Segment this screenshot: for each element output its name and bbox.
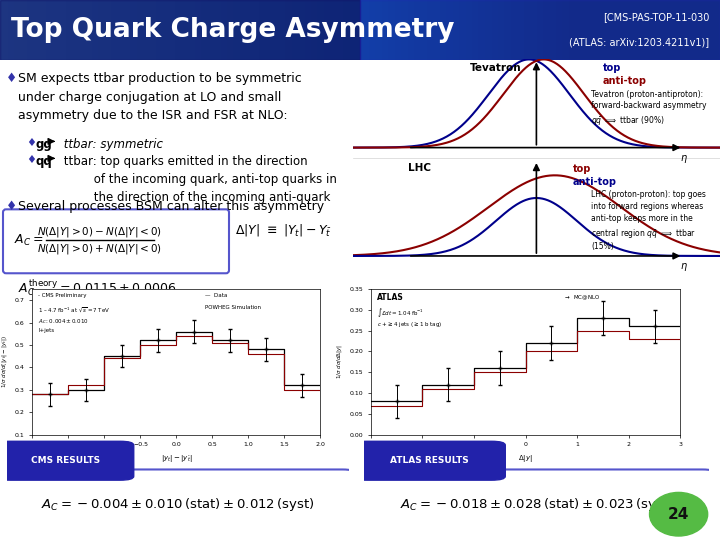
Text: ttbar: top quarks emitted in the direction
         of the incoming quark, anti-: ttbar: top quarks emitted in the directi…: [60, 156, 337, 204]
Text: gg: gg: [36, 138, 53, 151]
X-axis label: $|y_t|-|y_{\bar{t}}|$: $|y_t|-|y_{\bar{t}}|$: [161, 453, 192, 464]
Text: 24: 24: [668, 507, 689, 522]
Text: qq: qq: [36, 156, 53, 168]
Text: ATLAS: ATLAS: [377, 293, 404, 302]
Text: anti-top: anti-top: [573, 177, 617, 187]
Text: ♦: ♦: [6, 72, 17, 85]
Text: 1 – 4.7 fb$^{-1}$ at $\sqrt{s} = 7$ TeV: 1 – 4.7 fb$^{-1}$ at $\sqrt{s} = 7$ TeV: [38, 305, 111, 314]
Text: ATLAS RESULTS: ATLAS RESULTS: [390, 456, 469, 465]
Text: LHC: LHC: [408, 163, 431, 173]
FancyBboxPatch shape: [354, 441, 505, 480]
Text: Top Quark Charge Asymmetry: Top Quark Charge Asymmetry: [11, 17, 454, 43]
FancyBboxPatch shape: [0, 441, 134, 480]
Text: ttbar: symmetric: ttbar: symmetric: [60, 138, 163, 151]
Text: $A_C= -0.018\pm0.028\,({\rm stat})\pm0.023\,({\rm syst})$: $A_C= -0.018\pm0.028\,({\rm stat})\pm0.0…: [400, 496, 673, 513]
Text: POWHEG Simulation: POWHEG Simulation: [205, 305, 261, 310]
Text: [CMS-PAS-TOP-11-030: [CMS-PAS-TOP-11-030: [603, 12, 709, 22]
X-axis label: $\Delta|y|$: $\Delta|y|$: [518, 453, 533, 464]
FancyBboxPatch shape: [3, 210, 229, 273]
Ellipse shape: [649, 492, 708, 536]
Text: top: top: [573, 164, 592, 174]
Bar: [0, 0, 360, 60]
Text: SM expects ttbar production to be symmetric
under charge conjugation at LO and s: SM expects ttbar production to be symmet…: [18, 72, 302, 123]
FancyBboxPatch shape: [0, 469, 356, 537]
Text: $\int\mathcal{L}dt = 1.04$ fb$^{-1}$: $\int\mathcal{L}dt = 1.04$ fb$^{-1}$: [377, 306, 424, 319]
Text: ♦: ♦: [6, 200, 17, 213]
Text: l+jets: l+jets: [38, 328, 54, 333]
Text: $N(\Delta|Y|>0) + N(\Delta|Y|<0)$: $N(\Delta|Y|>0) + N(\Delta|Y|<0)$: [37, 242, 163, 256]
Text: ♦: ♦: [26, 156, 36, 165]
Text: CMS RESULTS: CMS RESULTS: [31, 456, 100, 465]
Text: $\eta$: $\eta$: [680, 261, 688, 273]
Text: $\eta$: $\eta$: [680, 153, 688, 165]
Text: top: top: [603, 63, 621, 73]
FancyBboxPatch shape: [354, 469, 716, 537]
Text: $\Delta|Y|\ \equiv\ |Y_t|-Y_{\bar{t}}$: $\Delta|Y|\ \equiv\ |Y_t|-Y_{\bar{t}}$: [235, 222, 332, 238]
Text: Tevatron: Tevatron: [470, 63, 522, 73]
Text: $c+\geq 4$ jets ($\geq 1$ b tag): $c+\geq 4$ jets ($\geq 1$ b tag): [377, 320, 443, 328]
Text: $N(\Delta|Y|>0) - N(\Delta|Y|<0)$: $N(\Delta|Y|>0) - N(\Delta|Y|<0)$: [37, 225, 163, 239]
Y-axis label: $1/\sigma\ d\sigma/d(|y_t|-|y_{\bar{t}}|)$: $1/\sigma\ d\sigma/d(|y_t|-|y_{\bar{t}}|…: [0, 335, 9, 388]
Text: $A_C^{\rm theory}= 0.0115\pm0.0006$: $A_C^{\rm theory}= 0.0115\pm0.0006$: [18, 277, 176, 298]
Text: LHC (proton-proton): top goes
into forward regions whereas
anti-top keeps more i: LHC (proton-proton): top goes into forwa…: [592, 191, 706, 252]
Text: - CMS Preliminary: - CMS Preliminary: [38, 293, 86, 298]
Y-axis label: $1/\sigma\ d\sigma/d\Delta|y|$: $1/\sigma\ d\sigma/d\Delta|y|$: [335, 345, 344, 379]
Bar: [360, 0, 720, 60]
Text: $A_C: 0.004 \pm 0.010$: $A_C: 0.004 \pm 0.010$: [38, 316, 89, 326]
Text: anti-top: anti-top: [603, 76, 647, 86]
Text: Tevatron (proton-antiproton):
forward-backward asymmetry
$q\bar{q}$ $\Longrighta: Tevatron (proton-antiproton): forward-ba…: [592, 90, 707, 127]
Text: $A_C= -0.004\pm0.010\,({\rm stat})\pm0.012\,({\rm syst})$: $A_C= -0.004\pm0.010\,({\rm stat})\pm0.0…: [42, 496, 315, 513]
Text: —  Data: — Data: [205, 293, 228, 298]
Text: Several processes BSM can alter this asymmetry: Several processes BSM can alter this asy…: [18, 200, 324, 213]
Text: (ATLAS: arXiv:1203.4211v1)]: (ATLAS: arXiv:1203.4211v1)]: [569, 37, 709, 48]
Text: $A_C=$: $A_C=$: [14, 233, 43, 248]
Text: $\rightarrow$  MC@NLO: $\rightarrow$ MC@NLO: [563, 293, 600, 302]
Text: ♦: ♦: [26, 138, 36, 149]
